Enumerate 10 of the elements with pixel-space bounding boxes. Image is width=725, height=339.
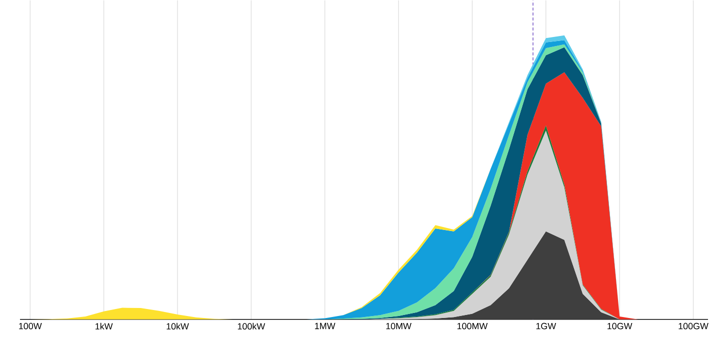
x-tick-label: 100GW [678,322,708,330]
x-tick-label: 1MW [315,322,336,329]
x-tick-label: 10GW [608,322,632,330]
x-tick-label: 100MW [457,322,488,330]
x-tick-label: 100kW [238,322,266,330]
x-tick-label: 100W [19,322,42,330]
x-tick-label: 1kW [96,322,113,330]
x-tick-label: 10MW [386,322,412,330]
x-tick-label: 1GW [536,322,556,330]
x-tick-label: 10kW [166,322,189,330]
